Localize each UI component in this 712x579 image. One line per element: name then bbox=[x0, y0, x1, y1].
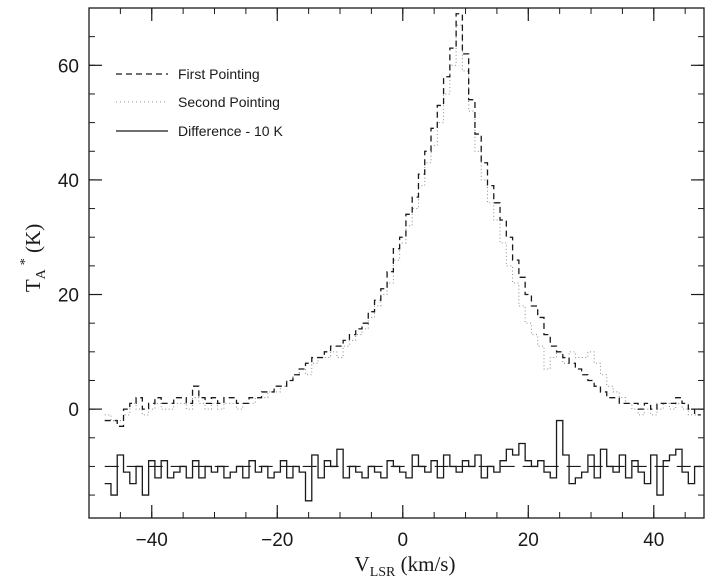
y-tick-label: 40 bbox=[58, 171, 79, 192]
x-tick-label: 20 bbox=[518, 530, 539, 551]
legend-label-difference: Difference - 10 K bbox=[178, 123, 283, 139]
legend-label-second-pointing: Second Pointing bbox=[178, 94, 280, 110]
series-line-2 bbox=[104, 419, 701, 502]
x-axis-title-rest: (km/s) bbox=[395, 552, 455, 576]
x-tick-label: 40 bbox=[643, 530, 664, 551]
y-axis-title-rest: (K) bbox=[21, 224, 45, 258]
y-tick-label: 0 bbox=[68, 400, 79, 421]
x-axis-title-sub: LSR bbox=[370, 565, 396, 579]
y-axis-title: TA* (K) bbox=[18, 224, 49, 292]
y-axis-title-sub: A bbox=[34, 268, 49, 279]
plot-frame bbox=[88, 7, 705, 519]
y-axis-title-main: T bbox=[21, 279, 45, 292]
x-tick-label: −40 bbox=[136, 530, 168, 551]
y-tick-label: 60 bbox=[58, 56, 79, 77]
x-axis-title: VLSR (km/s) bbox=[355, 552, 456, 579]
series-line-1 bbox=[104, 24, 701, 422]
series-layer bbox=[104, 13, 701, 502]
x-tick-label: 0 bbox=[397, 530, 408, 551]
legend: First Pointing Second Pointing Differenc… bbox=[116, 66, 283, 139]
axes: −40 −20 0 20 40 0 20 40 60 bbox=[58, 7, 705, 551]
y-tick-label: 20 bbox=[58, 286, 79, 307]
x-axis-title-main: V bbox=[355, 552, 370, 576]
legend-label-first-pointing: First Pointing bbox=[178, 66, 260, 82]
x-tick-label: −20 bbox=[261, 530, 293, 551]
y-axis-title-sup: * bbox=[18, 258, 33, 265]
